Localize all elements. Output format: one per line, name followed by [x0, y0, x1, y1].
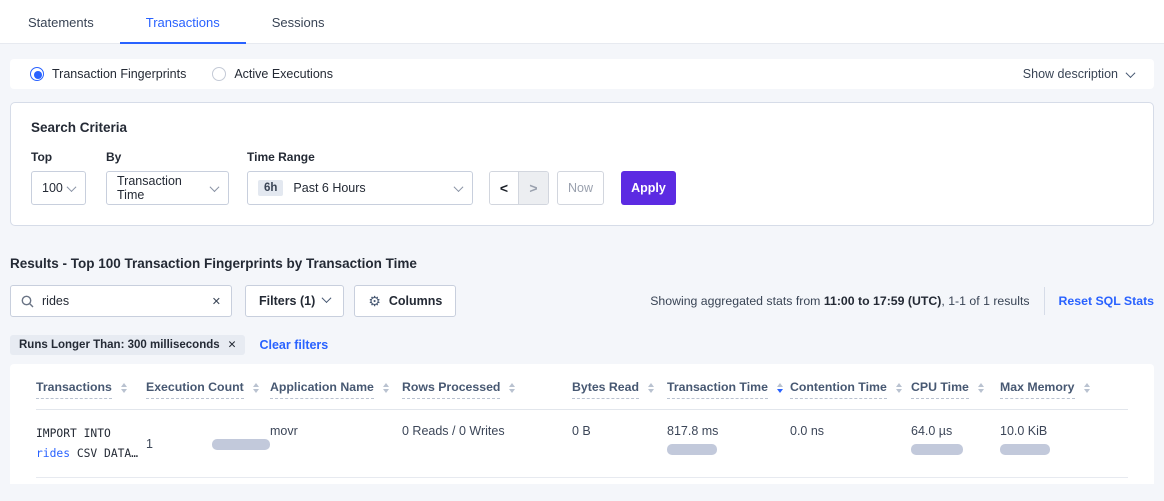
top-field: Top 100	[31, 150, 86, 205]
results-controls: rides ✕ Filters (1) ⚙ Columns Showing ag…	[10, 285, 1154, 317]
previous-time-window-button[interactable]: <	[490, 172, 519, 204]
search-icon	[21, 295, 34, 307]
chevron-down-icon	[1125, 67, 1136, 78]
execution-count-bar	[212, 438, 270, 450]
now-button[interactable]: Now	[557, 171, 604, 205]
column-header-execution-count[interactable]: Execution Count	[146, 380, 270, 399]
cell-rows-processed: 0 Reads / 0 Writes	[402, 424, 505, 438]
next-time-window-button[interactable]: >	[519, 172, 548, 204]
top-select-value: 100	[42, 181, 63, 195]
gear-icon: ⚙	[368, 292, 381, 309]
cell-cpu-time: 64.0 µs	[911, 422, 1000, 464]
sort-icon[interactable]	[776, 383, 783, 393]
filter-chip-label: Runs Longer Than: 300 milliseconds	[19, 339, 220, 351]
sort-icon[interactable]	[509, 383, 516, 393]
chevron-down-icon	[66, 181, 77, 192]
view-toggle-band: Transaction Fingerprints Active Executio…	[10, 59, 1154, 89]
chevron-down-icon	[209, 181, 220, 192]
cell-bytes-read: 0 B	[572, 424, 591, 438]
sort-icon[interactable]	[382, 383, 389, 393]
column-header-max-memory[interactable]: Max Memory	[1000, 380, 1128, 399]
cell-transaction-time: 817.8 ms	[667, 422, 790, 464]
column-header-application-name[interactable]: Application Name	[270, 380, 402, 399]
tab-sessions[interactable]: Sessions	[271, 15, 325, 30]
time-range-select[interactable]: 6h Past 6 Hours	[247, 171, 473, 205]
top-select[interactable]: 100	[31, 171, 86, 205]
column-header-transaction-time[interactable]: Transaction Time	[667, 380, 790, 399]
transaction-time-bar	[667, 444, 717, 455]
cell-contention-time: 0.0 ns	[790, 424, 825, 438]
show-description-toggle[interactable]: Show description	[1022, 67, 1136, 81]
reset-sql-stats-link[interactable]: Reset SQL Stats	[1058, 294, 1154, 308]
show-description-label: Show description	[1022, 67, 1118, 81]
aggregated-stats-area: Showing aggregated stats from 11:00 to 1…	[650, 287, 1154, 315]
cell-application-name: movr	[270, 424, 298, 438]
cell-execution-count: 1	[146, 422, 270, 464]
by-label: By	[106, 150, 122, 164]
sort-icon[interactable]	[1083, 383, 1090, 393]
sort-icon[interactable]	[252, 383, 259, 393]
time-range-badge: 6h	[258, 180, 284, 196]
max-memory-bar	[1000, 444, 1050, 455]
vertical-divider	[1043, 287, 1045, 315]
column-header-bytes-read[interactable]: Bytes Read	[572, 380, 667, 399]
search-input[interactable]: rides ✕	[10, 285, 232, 317]
clear-filters-link[interactable]: Clear filters	[259, 338, 329, 352]
results-heading: Results - Top 100 Transaction Fingerprin…	[10, 256, 417, 271]
radio-label: Active Executions	[234, 67, 333, 81]
sort-icon[interactable]	[895, 383, 902, 393]
by-select[interactable]: Transaction Time	[106, 171, 229, 205]
sort-icon[interactable]	[647, 383, 654, 393]
radio-selected-icon	[30, 67, 44, 81]
sort-icon[interactable]	[977, 383, 984, 393]
filters-button-label: Filters (1)	[259, 294, 316, 308]
column-header-contention-time[interactable]: Contention Time	[790, 380, 911, 399]
time-range-label: Time Range	[247, 150, 315, 164]
columns-button-label: Columns	[388, 294, 443, 308]
column-header-rows-processed[interactable]: Rows Processed	[402, 380, 572, 399]
by-select-value: Transaction Time	[117, 174, 182, 202]
time-range-value: Past 6 Hours	[293, 181, 366, 195]
tab-statements[interactable]: Statements	[28, 15, 94, 30]
radio-active-executions[interactable]: Active Executions	[212, 67, 333, 81]
filters-button[interactable]: Filters (1)	[245, 285, 345, 317]
search-input-value: rides	[42, 294, 70, 308]
radio-transaction-fingerprints[interactable]: Transaction Fingerprints	[30, 67, 186, 81]
results-table: Transactions Execution Count Application…	[10, 364, 1154, 484]
search-criteria-card: Search Criteria Top 100 By Transaction T…	[10, 102, 1154, 226]
tab-transactions[interactable]: Transactions	[119, 0, 246, 44]
page-tabs: Statements Transactions Sessions	[0, 0, 1164, 44]
remove-filter-icon[interactable]: ✕	[227, 339, 237, 351]
top-label: Top	[31, 150, 53, 164]
column-header-cpu-time[interactable]: CPU Time	[911, 380, 1000, 399]
cpu-time-bar	[911, 444, 963, 455]
search-criteria-title: Search Criteria	[31, 120, 128, 135]
by-field: By Transaction Time	[86, 150, 229, 205]
aggregated-stats-text: Showing aggregated stats from 11:00 to 1…	[650, 294, 1030, 308]
search-match-highlight: rides	[36, 447, 71, 460]
filter-chip: Runs Longer Than: 300 milliseconds ✕	[10, 335, 246, 355]
table-row: IMPORT INTO rides CSV DATA… 1 movr 0 Rea…	[36, 410, 1128, 478]
table-header-row: Transactions Execution Count Application…	[36, 364, 1128, 410]
clear-search-icon[interactable]: ✕	[211, 295, 221, 308]
sort-icon[interactable]	[120, 383, 127, 393]
radio-unselected-icon	[212, 67, 227, 81]
radio-label: Transaction Fingerprints	[52, 67, 187, 81]
column-header-transactions[interactable]: Transactions	[36, 380, 146, 399]
transaction-fingerprint-link[interactable]: IMPORT INTO rides CSV DATA…	[36, 427, 139, 460]
chevron-down-icon	[453, 181, 464, 192]
active-filters-row: Runs Longer Than: 300 milliseconds ✕ Cle…	[10, 335, 1154, 355]
chevron-down-icon	[321, 293, 332, 304]
cell-max-memory: 10.0 KiB	[1000, 422, 1128, 464]
columns-button[interactable]: ⚙ Columns	[354, 285, 457, 317]
time-range-field: Time Range 6h Past 6 Hours	[229, 150, 473, 205]
time-window-arrows: < >	[489, 171, 549, 205]
apply-button[interactable]: Apply	[621, 171, 676, 205]
